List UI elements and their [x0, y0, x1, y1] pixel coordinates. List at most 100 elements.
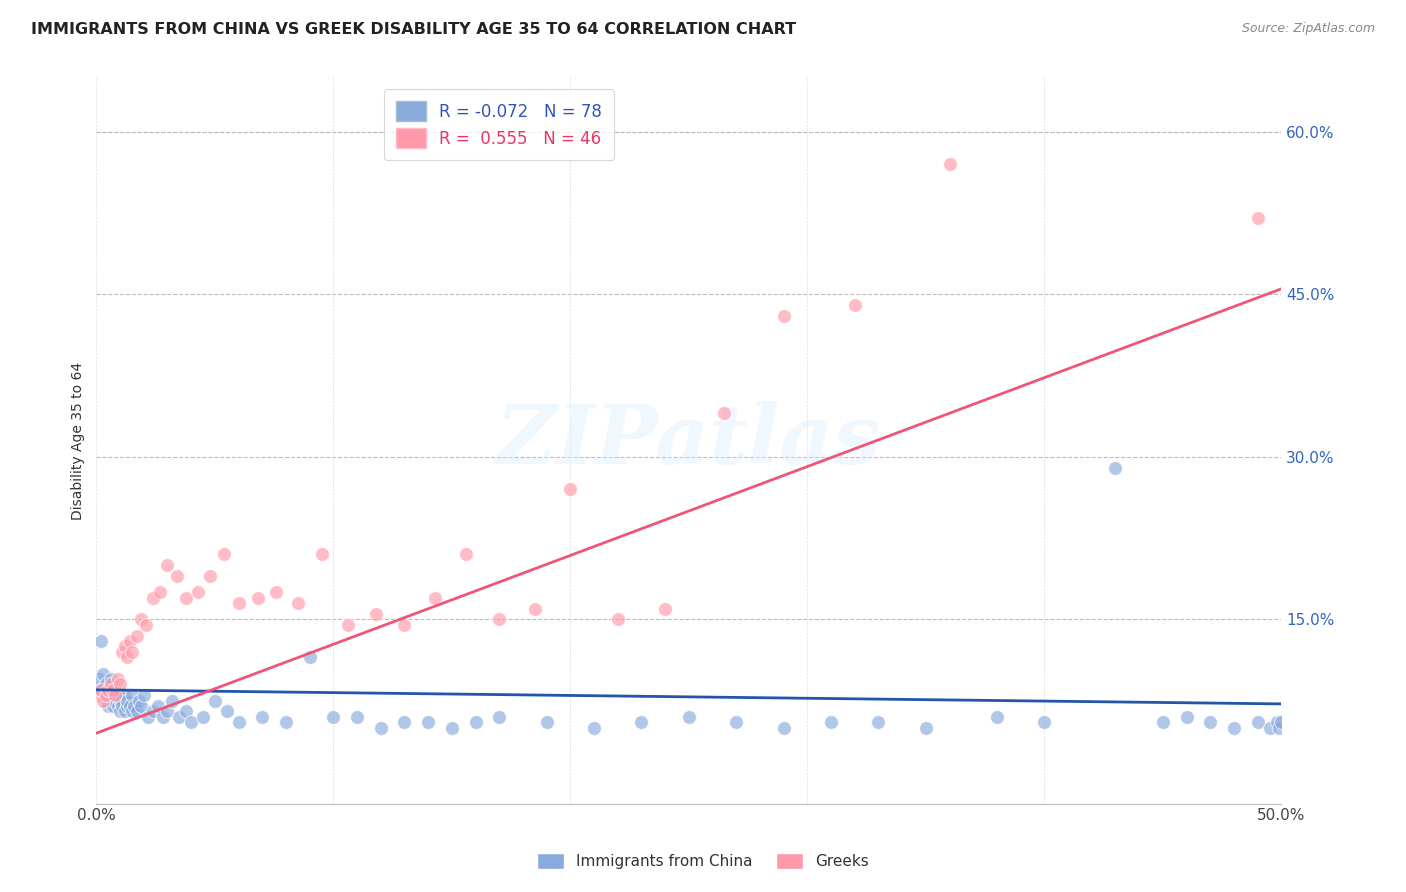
- Point: [142, 705, 165, 719]
- Point: [111, 645, 134, 659]
- Point: [1175, 710, 1198, 724]
- Point: [114, 640, 136, 654]
- Point: [97, 682, 120, 697]
- Point: [152, 710, 174, 724]
- Y-axis label: Disability Age 35 to 64: Disability Age 35 to 64: [72, 361, 86, 520]
- Point: [121, 705, 143, 719]
- Point: [215, 705, 238, 719]
- Point: [266, 585, 288, 599]
- Point: [536, 715, 558, 730]
- Point: [156, 558, 179, 573]
- Point: [425, 591, 447, 605]
- Point: [149, 585, 172, 599]
- Point: [187, 585, 209, 599]
- Point: [138, 710, 160, 724]
- Point: [135, 617, 157, 632]
- Point: [523, 601, 546, 615]
- Point: [90, 682, 112, 697]
- Point: [108, 705, 131, 719]
- Point: [104, 688, 127, 702]
- Point: [370, 721, 392, 735]
- Point: [128, 693, 150, 707]
- Point: [287, 596, 309, 610]
- Point: [122, 699, 145, 714]
- Point: [1247, 211, 1270, 226]
- Point: [101, 693, 124, 707]
- Point: [101, 699, 124, 714]
- Point: [93, 693, 115, 707]
- Point: [111, 693, 134, 707]
- Point: [132, 688, 155, 702]
- Point: [125, 629, 148, 643]
- Point: [101, 682, 124, 697]
- Point: [274, 715, 297, 730]
- Point: [115, 699, 138, 714]
- Point: [1265, 715, 1288, 730]
- Legend: Immigrants from China, Greeks: Immigrants from China, Greeks: [530, 847, 876, 875]
- Point: [246, 591, 269, 605]
- Point: [125, 705, 148, 719]
- Point: [1223, 721, 1246, 735]
- Point: [131, 612, 153, 626]
- Point: [108, 693, 131, 707]
- Point: [166, 569, 188, 583]
- Point: [114, 705, 136, 719]
- Point: [713, 406, 735, 420]
- Point: [346, 710, 368, 724]
- Point: [1258, 721, 1281, 735]
- Point: [169, 710, 191, 724]
- Point: [915, 721, 938, 735]
- Point: [104, 682, 127, 697]
- Point: [322, 710, 344, 724]
- Point: [108, 677, 131, 691]
- Point: [336, 617, 359, 632]
- Point: [87, 672, 110, 686]
- Point: [94, 693, 117, 707]
- Point: [1033, 715, 1056, 730]
- Point: [90, 682, 112, 697]
- Point: [94, 677, 117, 691]
- Text: Source: ZipAtlas.com: Source: ZipAtlas.com: [1241, 22, 1375, 36]
- Point: [678, 710, 700, 724]
- Point: [1152, 715, 1174, 730]
- Point: [214, 547, 236, 561]
- Point: [440, 721, 463, 735]
- Point: [394, 617, 416, 632]
- Point: [142, 591, 165, 605]
- Point: [228, 596, 250, 610]
- Point: [180, 715, 202, 730]
- Point: [97, 682, 120, 697]
- Point: [160, 693, 183, 707]
- Point: [118, 699, 141, 714]
- Point: [298, 650, 321, 665]
- Point: [820, 715, 842, 730]
- Point: [104, 693, 127, 707]
- Point: [844, 298, 866, 312]
- Point: [1104, 460, 1126, 475]
- Point: [583, 721, 606, 735]
- Legend: R = -0.072   N = 78, R =  0.555   N = 46: R = -0.072 N = 78, R = 0.555 N = 46: [384, 89, 614, 160]
- Point: [114, 688, 136, 702]
- Point: [107, 672, 129, 686]
- Point: [606, 612, 628, 626]
- Point: [93, 666, 115, 681]
- Point: [107, 688, 129, 702]
- Point: [146, 699, 169, 714]
- Point: [100, 677, 122, 691]
- Point: [176, 591, 198, 605]
- Point: [488, 710, 510, 724]
- Point: [654, 601, 676, 615]
- Point: [1268, 721, 1291, 735]
- Point: [115, 650, 138, 665]
- Point: [198, 569, 221, 583]
- Point: [191, 710, 214, 724]
- Point: [311, 547, 333, 561]
- Point: [118, 634, 141, 648]
- Point: [454, 547, 477, 561]
- Point: [394, 715, 416, 730]
- Point: [772, 309, 794, 323]
- Point: [938, 157, 960, 171]
- Point: [87, 688, 110, 702]
- Point: [772, 721, 794, 735]
- Point: [868, 715, 890, 730]
